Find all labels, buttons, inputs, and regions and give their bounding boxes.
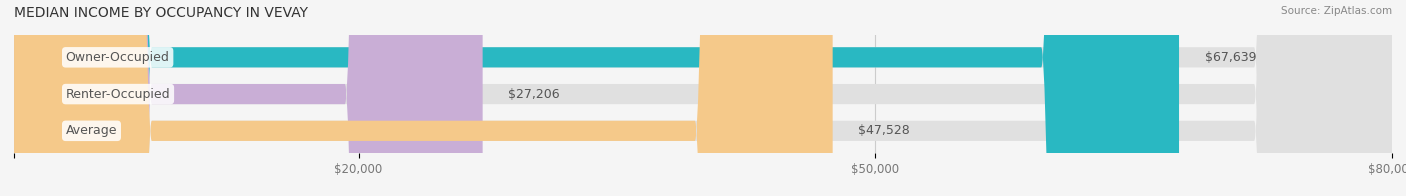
Text: MEDIAN INCOME BY OCCUPANCY IN VEVAY: MEDIAN INCOME BY OCCUPANCY IN VEVAY	[14, 6, 308, 20]
Text: $27,206: $27,206	[509, 88, 560, 101]
FancyBboxPatch shape	[14, 0, 482, 196]
FancyBboxPatch shape	[14, 0, 1392, 196]
FancyBboxPatch shape	[14, 0, 1392, 196]
Text: Owner-Occupied: Owner-Occupied	[66, 51, 170, 64]
Text: $67,639: $67,639	[1205, 51, 1257, 64]
Text: Source: ZipAtlas.com: Source: ZipAtlas.com	[1281, 6, 1392, 16]
FancyBboxPatch shape	[14, 0, 1392, 196]
FancyBboxPatch shape	[14, 0, 832, 196]
Text: $47,528: $47,528	[859, 124, 910, 137]
Text: Average: Average	[66, 124, 117, 137]
Text: Renter-Occupied: Renter-Occupied	[66, 88, 170, 101]
FancyBboxPatch shape	[14, 0, 1180, 196]
